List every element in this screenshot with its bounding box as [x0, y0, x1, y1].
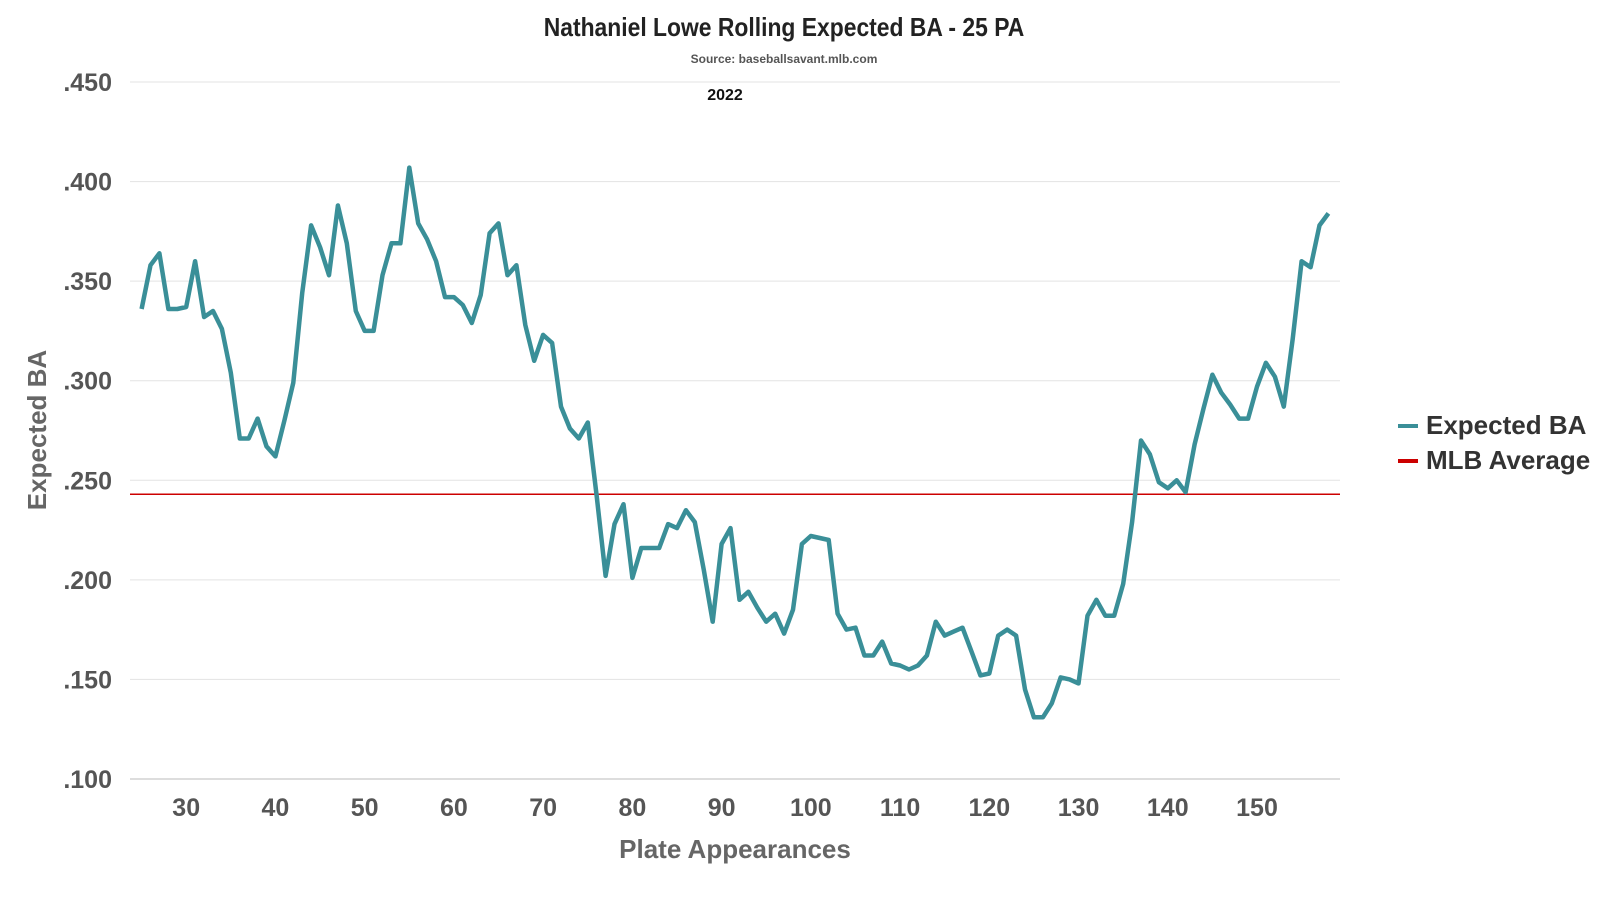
- y-axis-label: Expected BA: [22, 350, 52, 511]
- legend-label: MLB Average: [1426, 445, 1591, 475]
- y-tick-label: .450: [63, 69, 112, 97]
- series-layer: [130, 165, 1340, 720]
- y-tick-label: .100: [63, 766, 112, 794]
- x-tick-label: 50: [351, 794, 379, 822]
- x-tick-label: 130: [1058, 794, 1100, 822]
- x-tick-label: 150: [1236, 794, 1278, 822]
- x-tick-label: 80: [618, 794, 646, 822]
- y-tick-label: .150: [63, 666, 112, 694]
- chart-subtitle: Source: baseballsavant.mlb.com: [690, 52, 878, 66]
- x-tick-label: 70: [529, 794, 557, 822]
- legend-item-expected-ba[interactable]: Expected BA: [1398, 408, 1590, 443]
- y-tick-label: .250: [63, 467, 112, 495]
- x-tick-label: 100: [790, 794, 832, 822]
- x-tick-label: 60: [440, 794, 468, 822]
- legend-item-mlb-average[interactable]: MLB Average: [1398, 443, 1590, 478]
- year-annotation: 2022: [707, 87, 743, 104]
- gridlines: [130, 81, 1340, 680]
- y-axis-ticks: .100 .150 .200 .250 .300 .350 .400 .450: [63, 69, 112, 794]
- x-tick-label: 110: [880, 794, 920, 822]
- x-tick-label: 90: [708, 794, 736, 822]
- x-tick-label: 140: [1147, 794, 1189, 822]
- y-tick-label: .400: [63, 169, 112, 197]
- x-tick-label: 120: [968, 794, 1010, 822]
- legend: Expected BA MLB Average: [1398, 408, 1590, 478]
- x-axis-label: Plate Appearances: [619, 834, 851, 864]
- legend-swatch: [1398, 458, 1418, 463]
- x-tick-label: 40: [262, 794, 290, 822]
- x-tick-label: 30: [172, 794, 200, 822]
- y-tick-label: .300: [63, 368, 112, 396]
- chart-title: Nathaniel Lowe Rolling Expected BA - 25 …: [543, 12, 1025, 42]
- expected-ba-line: [139, 165, 1331, 720]
- y-tick-label: .200: [63, 567, 112, 595]
- legend-label: Expected BA: [1426, 410, 1587, 440]
- y-tick-label: .350: [63, 268, 112, 296]
- x-axis-ticks: 30 40 50 60 70 80 90 100 110 120 130 140 150: [172, 794, 1278, 822]
- legend-swatch: [1398, 423, 1418, 428]
